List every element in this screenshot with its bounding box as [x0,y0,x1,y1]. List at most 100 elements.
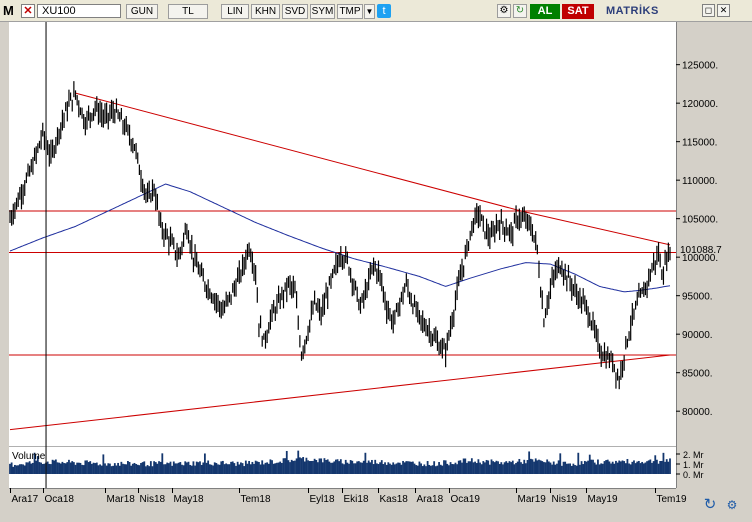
volume-bar [107,463,110,474]
volume-bar [660,460,663,474]
restore-window-icon[interactable]: ◻ [702,4,715,17]
settings-icon[interactable]: ⚙ [497,4,511,18]
period-button[interactable]: GUN [126,4,158,19]
volume-bar [79,462,82,474]
volume-bar [542,462,545,474]
volume-bar [104,463,106,474]
volume-bar [22,464,25,474]
volume-bar [646,461,648,474]
volume-bar [146,465,149,474]
volume-bar [51,459,54,474]
volume-bar [510,462,513,474]
volume-bar [380,460,383,474]
volume-bar [449,462,452,474]
volume-bar [407,461,409,474]
sell-button[interactable]: SAT [562,4,594,19]
volume-series [9,450,671,474]
volume-bar [249,464,252,474]
volume-bar [533,461,535,474]
price-tick-label: 90000. [682,330,713,341]
volume-bar [176,463,178,474]
gear-icon[interactable]: ⚙ [726,498,738,512]
symbol-field[interactable]: XU100 [37,4,121,18]
volume-bar [228,464,231,474]
volume-bar [374,459,377,474]
volume-bar [605,460,608,474]
volume-bar [667,461,670,474]
volume-bar [248,460,251,474]
volume-bar [495,460,498,474]
volume-bar [18,464,21,474]
volume-bar [256,461,259,474]
volume-bar [61,461,64,474]
volume-bar [113,463,116,474]
volume-bar [469,461,472,474]
close-window-icon[interactable]: ✕ [717,4,730,17]
volume-bar [390,464,393,474]
price-tick-label: 100000. [682,253,718,264]
volume-bar [128,462,131,474]
volume-bar [379,462,382,474]
volume-bar [251,461,254,474]
menu-button[interactable]: M [3,3,14,18]
svd-button[interactable]: SVD [282,4,308,19]
volume-bar [154,462,157,474]
volume-bar [618,460,621,474]
volume-bar [305,457,308,474]
date-tick-label: Ara17 [12,494,39,505]
volume-bar [192,461,195,474]
volume-bar [665,459,668,474]
volume-bar [649,459,652,474]
volume-bar [446,463,449,474]
volume-bar [644,462,647,474]
price-tick-label: 85000. [682,369,713,380]
volume-bar [669,458,671,474]
volume-bar [377,464,380,474]
date-tick-label: Mar18 [107,494,136,505]
volume-bar [331,462,334,474]
sym-button[interactable]: SYM [310,4,335,19]
date-axis: Ara17 Oca18 Mar18 Nis18 May18 Tem18 Eyl18 Eki18… [0,488,752,522]
refresh-icon[interactable]: ↻ [513,4,527,18]
volume-bar [274,463,277,474]
date-tick-label: Kas18 [380,494,409,505]
volume-bar [410,461,413,474]
volume-bar [652,461,655,474]
khn-button[interactable]: KHN [251,4,280,19]
close-symbol-icon[interactable]: ✕ [21,4,35,18]
volume-bar [413,463,416,474]
volume-bar [472,462,475,474]
volume-bar [479,462,481,474]
volume-bar [197,462,200,474]
volume-bar [549,462,552,474]
currency-button[interactable]: TL [168,4,208,19]
volume-bar [470,458,473,474]
volume-bar [611,461,614,474]
scale-button[interactable]: LIN [221,4,249,19]
template-button[interactable]: TMP [337,4,363,19]
volume-bar [619,461,622,474]
date-tick-label: Eki18 [344,494,369,505]
volume-bar [46,461,49,474]
volume-bar [294,460,296,474]
volume-bar [326,459,329,474]
template-dropdown-icon[interactable]: ▼ [364,4,375,19]
volume-bar [118,465,121,474]
volume-bar [149,461,152,474]
date-tick-label: Ara18 [417,494,444,505]
volume-bar [316,462,319,474]
date-tick-label: Oca18 [45,494,75,505]
volume-bar [220,461,223,474]
buy-button[interactable]: AL [530,4,560,19]
volume-bar [585,461,588,474]
price-chart[interactable]: 125000. 120000. 115000. 110000. 105000. 10000… [0,22,752,522]
twitter-icon[interactable]: t [377,4,391,18]
volume-bar [444,460,447,474]
volume-bar [200,464,203,474]
volume-bar [241,463,244,474]
volume-bar [30,463,33,474]
brand-logo: MATRİKS [606,5,659,17]
volume-bar [63,463,65,474]
volume-bar [508,461,511,474]
refresh-icon[interactable]: ↻ [703,496,717,513]
